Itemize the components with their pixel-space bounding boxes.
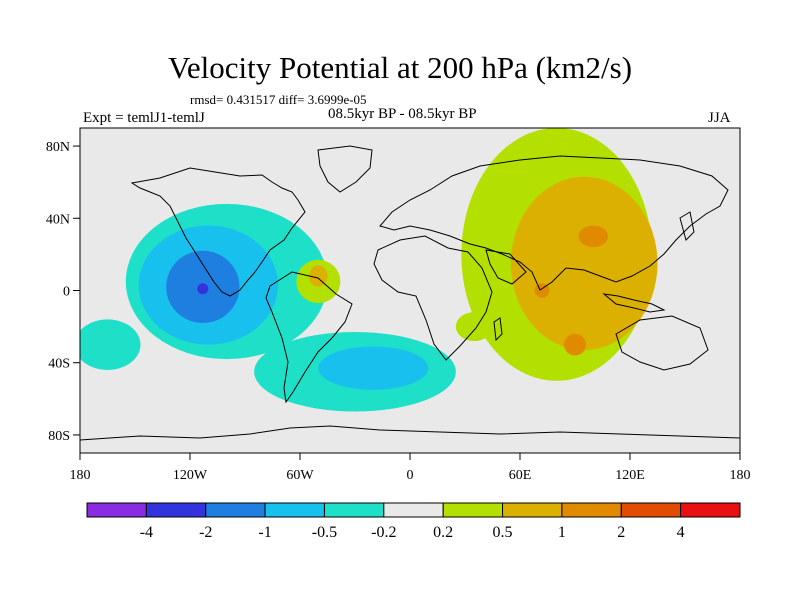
- map-title: Velocity Potential at 200 hPa (km2/s): [167, 50, 633, 85]
- longitude-axis: 180 120W 60W 0 60E 120E 180: [70, 453, 751, 483]
- latitude-axis: 80N 40N 0 40S 80S: [46, 140, 80, 444]
- field-asia-high-1: [564, 333, 586, 356]
- colorbar-swatch: [442, 502, 504, 518]
- colorbar-swatch: [86, 502, 147, 518]
- coastline-arabia: [485, 249, 527, 285]
- experiment-label: Expt = temlJ1-temlJ: [83, 110, 205, 126]
- field-asia-high-0.5: [510, 176, 658, 351]
- lon-tick-label: 60E: [509, 468, 532, 483]
- field-layer: [80, 128, 658, 412]
- colorbar-label: 1: [558, 524, 566, 541]
- coastline-japan: [679, 211, 695, 241]
- field-west-pacific-low--0.2: [80, 319, 141, 370]
- coastline-south-america: [265, 271, 353, 404]
- lon-tick-label: 180: [70, 468, 91, 483]
- lon-tick-label: 120W: [173, 468, 208, 483]
- coastline-africa: [373, 235, 493, 361]
- colorbar-swatch: [264, 502, 325, 518]
- colorbar-swatch: [620, 502, 682, 518]
- lat-tick-label: 80S: [48, 429, 70, 444]
- colorbar-label: 0.5: [493, 524, 513, 541]
- field-indian-ocean-high-0.2: [455, 312, 493, 342]
- period-label: 08.5kyr BP - 08.5kyr BP: [328, 106, 477, 122]
- coastline-north-america: [130, 167, 306, 297]
- colorbar: -4 -2 -1 -0.5 -0.2 0.2 0.5 1 2 4: [86, 502, 741, 541]
- coastline-antarctica: [80, 425, 740, 441]
- colorbar-swatch: [205, 502, 266, 518]
- colorbar-swatch: [145, 502, 207, 518]
- colorbar-label: -1: [258, 524, 271, 541]
- colorbar-swatch: [680, 502, 741, 518]
- lon-tick-label: 120E: [615, 468, 645, 483]
- coastline-madagascar: [493, 317, 503, 342]
- lat-tick-label: 40S: [48, 357, 70, 372]
- lat-tick-label: 80N: [46, 140, 70, 155]
- stats-text: rmsd= 0.431517 diff= 3.6999e-05: [190, 92, 367, 107]
- colorbar-label: 0.2: [433, 524, 453, 541]
- coastline-eurasia: [379, 155, 729, 291]
- colorbar-label: -2: [199, 524, 212, 541]
- lat-tick-label: 40N: [46, 212, 70, 227]
- colorbar-swatch: [383, 502, 444, 518]
- coastline-australia: [615, 315, 709, 371]
- colorbar-swatch: [323, 502, 385, 518]
- field-pacific-low--2: [197, 283, 209, 295]
- colorbar-label: 2: [617, 524, 625, 541]
- lon-tick-label: 0: [407, 468, 414, 483]
- field-asia-high-1: [578, 225, 608, 248]
- coastline-layer: [80, 145, 740, 441]
- coastline-greenland: [317, 145, 373, 193]
- colorbar-swatch: [561, 502, 622, 518]
- colorbar-label: -0.2: [371, 524, 396, 541]
- field-atlantic-south-low--0.5: [318, 346, 429, 390]
- lon-tick-label: 180: [730, 468, 751, 483]
- season-label: JJA: [708, 110, 731, 126]
- colorbar-swatch: [502, 502, 563, 518]
- colorbar-label: 4: [677, 524, 685, 541]
- lon-tick-label: 60W: [286, 468, 314, 483]
- coastline-indonesia: [602, 293, 666, 313]
- colorbar-label: -4: [140, 524, 153, 541]
- lat-tick-label: 0: [63, 285, 70, 300]
- colorbar-label: -0.5: [312, 524, 337, 541]
- field-south-america-high-0.5: [309, 265, 328, 287]
